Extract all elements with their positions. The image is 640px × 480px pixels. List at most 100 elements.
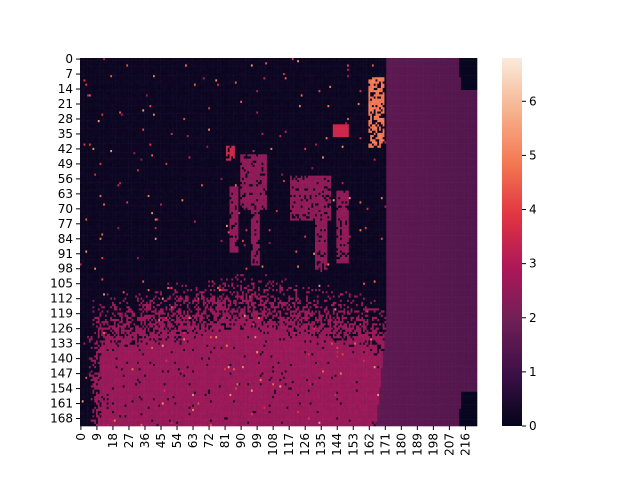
heatmap-cell — [323, 87, 326, 91]
heatmap-cell — [450, 96, 453, 99]
heatmap-cell — [156, 60, 159, 63]
heatmap-cell — [224, 90, 227, 93]
heatmap-cell — [452, 79, 455, 82]
heatmap-cell — [213, 66, 218, 69]
heatmap-cell — [370, 58, 373, 61]
heatmap-cell — [375, 70, 378, 74]
heatmap-cell — [291, 83, 294, 87]
heatmap-cell — [379, 58, 382, 61]
heatmap-cell — [188, 90, 191, 93]
heatmap-cell — [268, 81, 273, 84]
heatmap-cell — [106, 60, 111, 63]
heatmap-cell — [129, 75, 134, 78]
heatmap-cell — [331, 70, 334, 74]
heatmap-cell — [183, 77, 186, 80]
heatmap-cell — [386, 96, 389, 99]
heatmap-cell — [338, 70, 341, 74]
heatmap-cell — [188, 79, 191, 82]
heatmap-cell — [434, 102, 439, 106]
heatmap-cell — [227, 60, 230, 63]
heatmap-cell — [81, 107, 84, 110]
heatmap-cell — [136, 111, 140, 114]
heatmap-cell — [380, 107, 383, 110]
heatmap-cell — [158, 60, 161, 63]
heatmap-cell — [316, 66, 319, 69]
heatmap-cell — [238, 87, 241, 91]
heatmap-cell — [352, 94, 355, 97]
heatmap-cell — [126, 92, 131, 95]
heatmap-cell — [217, 87, 220, 91]
heatmap-cell — [437, 87, 444, 91]
heatmap-cell — [174, 79, 177, 82]
heatmap-cell — [316, 102, 319, 106]
heatmap-cell — [339, 72, 344, 76]
heatmap-cell — [138, 105, 141, 108]
heatmap-cell — [368, 90, 371, 93]
heatmap-cell — [265, 60, 268, 63]
heatmap-cell — [158, 107, 161, 110]
heatmap-cell — [204, 100, 207, 104]
heatmap-cell — [380, 77, 383, 80]
heatmap-cell — [444, 100, 448, 104]
heatmap-cell — [444, 96, 449, 99]
heatmap-cell — [119, 92, 122, 95]
heatmap-cell — [87, 60, 90, 63]
heatmap-cell — [128, 109, 131, 112]
heatmap-cell — [104, 62, 107, 65]
heatmap-cell — [110, 66, 113, 69]
heatmap-cell — [229, 102, 232, 106]
heatmap-cell — [286, 77, 289, 80]
heatmap-cell — [101, 77, 106, 80]
heatmap-cell — [231, 85, 234, 89]
heatmap-cell — [225, 72, 229, 76]
heatmap-cell — [151, 85, 154, 89]
heatmap-cell — [412, 90, 417, 93]
heatmap-cell — [300, 68, 303, 72]
heatmap-cell — [152, 94, 156, 97]
heatmap-cell — [311, 96, 314, 99]
heatmap-cell — [154, 70, 157, 74]
heatmap-cell — [179, 92, 182, 95]
heatmap-cell — [129, 105, 132, 108]
heatmap-cell — [405, 81, 408, 84]
heatmap-cell — [270, 66, 273, 69]
heatmap-cell — [272, 90, 275, 93]
heatmap-cell — [450, 87, 455, 91]
heatmap-cell — [274, 98, 277, 102]
heatmap-cell — [371, 90, 375, 93]
heatmap-cell — [352, 66, 355, 69]
heatmap-cell — [83, 66, 86, 69]
heatmap-cell — [443, 109, 448, 112]
heatmap-cell — [459, 60, 478, 63]
heatmap-cell — [192, 81, 195, 84]
heatmap-cell — [233, 92, 236, 95]
heatmap-cell — [122, 83, 125, 87]
heatmap-cell — [240, 68, 243, 72]
heatmap-cell — [192, 98, 195, 102]
heatmap-cell — [115, 87, 118, 91]
heatmap-cell — [434, 100, 437, 104]
heatmap-cell — [448, 85, 451, 89]
heatmap-cell — [377, 70, 380, 74]
heatmap-cell — [464, 98, 467, 102]
heatmap-cell — [411, 92, 414, 95]
heatmap-cell — [240, 70, 243, 74]
heatmap-cell — [233, 72, 236, 76]
heatmap-cell — [457, 96, 460, 99]
heatmap-cell — [266, 83, 270, 87]
heatmap-cell — [202, 87, 205, 91]
heatmap-cell — [85, 87, 88, 91]
heatmap-cell — [229, 62, 232, 65]
heatmap-cell — [300, 87, 303, 91]
heatmap-cell — [172, 98, 175, 102]
heatmap-cell — [126, 111, 129, 114]
heatmap-cell — [254, 85, 257, 89]
heatmap-cell — [128, 87, 131, 91]
heatmap-cell — [242, 70, 245, 74]
heatmap-cell — [288, 79, 293, 82]
heatmap-cell — [202, 111, 205, 114]
heatmap-cell — [320, 96, 323, 99]
heatmap-cell — [101, 107, 104, 110]
heatmap-cell — [115, 83, 118, 87]
heatmap-cell — [170, 107, 173, 110]
